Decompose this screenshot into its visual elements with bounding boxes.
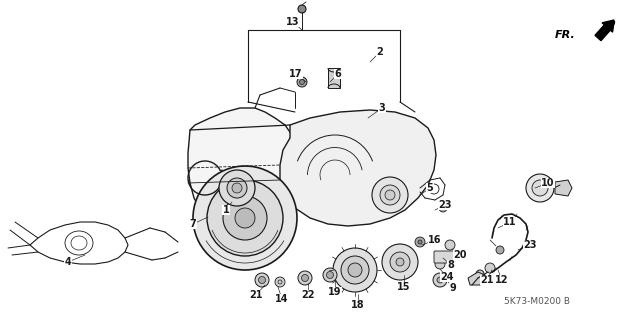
Circle shape [385,190,395,200]
Text: 15: 15 [397,282,411,292]
Text: FR.: FR. [556,30,576,40]
Text: 23: 23 [524,240,537,250]
Text: 1: 1 [223,205,229,215]
Text: 4: 4 [65,257,72,267]
Circle shape [396,258,404,266]
Circle shape [485,263,495,273]
Circle shape [235,208,255,228]
Circle shape [298,5,306,13]
Text: 14: 14 [275,294,289,304]
FancyArrow shape [595,20,614,41]
Circle shape [380,185,400,205]
FancyBboxPatch shape [434,251,454,263]
Circle shape [439,204,447,212]
Text: 16: 16 [428,235,442,245]
Circle shape [415,237,425,247]
Circle shape [372,177,408,213]
Circle shape [298,271,312,285]
Text: 3: 3 [379,103,385,113]
Circle shape [348,263,362,277]
Circle shape [445,240,455,250]
Circle shape [207,180,283,256]
Polygon shape [468,272,485,285]
Text: 18: 18 [351,300,365,310]
Text: 23: 23 [438,200,452,210]
Circle shape [435,259,445,269]
Circle shape [433,273,447,287]
Circle shape [382,244,418,280]
Text: 21: 21 [480,275,493,285]
Text: 13: 13 [286,17,300,27]
Circle shape [496,246,504,254]
Polygon shape [188,108,302,233]
Circle shape [532,180,548,196]
Text: 19: 19 [328,287,342,297]
Circle shape [323,268,337,282]
Text: 6: 6 [335,69,341,79]
Text: 5K73-M0200 B: 5K73-M0200 B [504,298,570,307]
Text: 24: 24 [440,272,454,282]
Text: 12: 12 [495,275,509,285]
Circle shape [297,77,307,87]
Text: 2: 2 [376,47,383,57]
Circle shape [526,174,554,202]
Circle shape [390,252,410,272]
Circle shape [227,178,247,198]
Circle shape [341,256,369,284]
Polygon shape [280,110,436,226]
Circle shape [301,275,308,281]
Text: 17: 17 [289,69,303,79]
Circle shape [193,166,297,270]
Circle shape [275,277,285,287]
Text: 21: 21 [249,290,263,300]
Polygon shape [555,180,572,196]
Polygon shape [328,68,340,88]
Circle shape [219,170,255,206]
Circle shape [259,277,266,284]
Text: 5: 5 [427,183,433,193]
Circle shape [223,196,267,240]
Text: 8: 8 [447,260,454,270]
Text: 22: 22 [301,290,315,300]
Text: 10: 10 [541,178,555,188]
Text: 11: 11 [503,217,516,227]
Circle shape [232,183,242,193]
Text: 20: 20 [453,250,467,260]
Circle shape [418,240,422,244]
Circle shape [437,277,443,283]
Text: 7: 7 [189,219,196,229]
Circle shape [255,273,269,287]
Text: 9: 9 [450,283,456,293]
Circle shape [333,248,377,292]
Circle shape [300,79,305,85]
Circle shape [476,270,484,278]
Circle shape [326,271,333,278]
